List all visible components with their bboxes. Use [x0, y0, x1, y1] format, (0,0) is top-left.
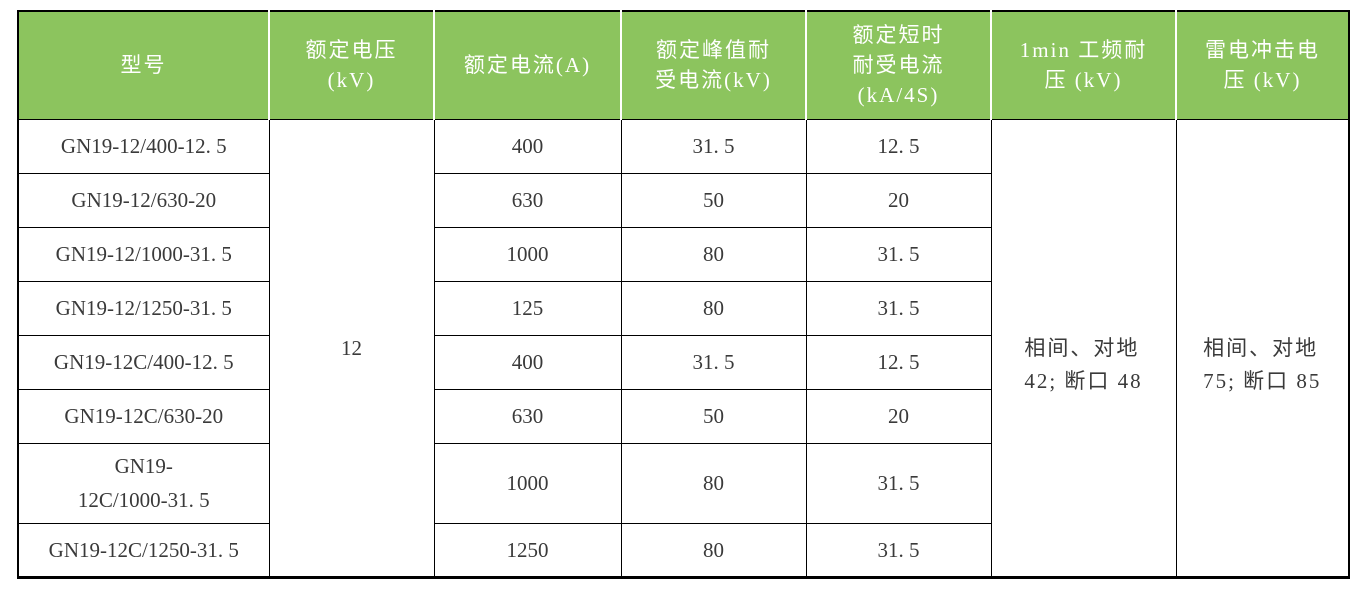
short-time-current-cell: 12. 5 — [805, 334, 992, 390]
model-cell: GN19- 12C/1000-31. 5 — [17, 442, 270, 524]
header-short-time-withstand-current: 额定短时 耐受电流 (kA/4S) — [806, 11, 992, 120]
rated-voltage-cell: 12 — [268, 118, 435, 578]
power-frequency-withstand-text: 相间、对地 42; 断口 48 — [1024, 335, 1143, 393]
header-rated-voltage: 额定电压 (kV) — [269, 11, 435, 120]
short-time-current-cell: 31. 5 — [805, 522, 992, 578]
model-cell: GN19-12/1000-31. 5 — [17, 226, 270, 282]
peak-current-cell: 31. 5 — [620, 118, 807, 174]
peak-current-cell: 50 — [620, 172, 807, 228]
table-row: GN19-12/1250-31. 5 125 80 31. 5 — [17, 280, 1349, 336]
short-time-current-cell: 12. 5 — [805, 118, 992, 174]
header-peak-withstand-current: 额定峰值耐 受电流(kV) — [621, 11, 807, 120]
peak-current-cell: 80 — [620, 226, 807, 282]
rated-current-cell: 630 — [433, 172, 622, 228]
header-row: 型号 额定电压 (kV) 额定电流(A) 额定峰值耐 受电流(kV) 额定短时 … — [18, 11, 1349, 120]
peak-current-cell: 31. 5 — [620, 334, 807, 390]
peak-current-cell: 80 — [620, 522, 807, 578]
table-row: GN19-12/1000-31. 5 1000 80 31. 5 — [17, 226, 1349, 282]
table-row: GN19- 12C/1000-31. 5 1000 80 31. 5 — [17, 442, 1349, 524]
table-row: GN19-12C/400-12. 5 400 31. 5 12. 5 — [17, 334, 1349, 390]
short-time-current-cell: 31. 5 — [805, 280, 992, 336]
model-cell: GN19-12/1250-31. 5 — [17, 280, 270, 336]
model-cell: GN19-12C/1250-31. 5 — [17, 522, 270, 578]
model-cell: GN19-12C/630-20 — [17, 388, 270, 444]
model-cell: GN19-12C/400-12. 5 — [17, 334, 270, 390]
lightning-impulse-text: 相间、对地 75; 断口 85 — [1203, 335, 1322, 393]
header-model: 型号 — [18, 11, 270, 120]
short-time-current-cell: 20 — [805, 388, 992, 444]
table-row: GN19-12/400-12. 5 12 400 31. 5 12. 5 相间、… — [17, 118, 1350, 578]
short-time-current-cell: 31. 5 — [805, 442, 992, 524]
peak-current-cell: 80 — [620, 280, 807, 336]
short-time-current-cell: 31. 5 — [805, 226, 992, 282]
rated-current-cell: 400 — [433, 118, 622, 174]
rated-current-cell: 1250 — [433, 522, 622, 578]
model-cell: GN19-12/630-20 — [17, 172, 270, 228]
table-row: GN19-12C/630-20 630 50 20 — [17, 388, 1349, 444]
rated-current-cell: 1000 — [433, 442, 622, 524]
header-rated-current: 额定电流(A) — [434, 11, 622, 120]
header-lightning-impulse-voltage: 雷电冲击电 压 (kV) — [1176, 11, 1349, 120]
short-time-current-cell: 20 — [805, 172, 992, 228]
rated-current-cell: 630 — [433, 388, 622, 444]
rated-current-cell: 1000 — [433, 226, 622, 282]
rated-current-cell: 125 — [433, 280, 622, 336]
model-cell: GN19-12/400-12. 5 — [17, 118, 270, 174]
switch-spec-table: 型号 额定电压 (kV) 额定电流(A) 额定峰值耐 受电流(kV) 额定短时 … — [17, 10, 1350, 579]
header-power-frequency-withstand: 1min 工频耐 压 (kV) — [991, 11, 1177, 120]
lightning-impulse-cell: 相间、对地 75; 断口 85 — [1175, 118, 1350, 578]
table-row: GN19-12C/1250-31. 5 1250 80 31. 5 — [17, 522, 1349, 578]
peak-current-cell: 80 — [620, 442, 807, 524]
rated-current-cell: 400 — [433, 334, 622, 390]
table-row: GN19-12/630-20 630 50 20 — [17, 172, 1349, 228]
power-frequency-withstand-cell: 相间、对地 42; 断口 48 — [990, 118, 1177, 578]
peak-current-cell: 50 — [620, 388, 807, 444]
